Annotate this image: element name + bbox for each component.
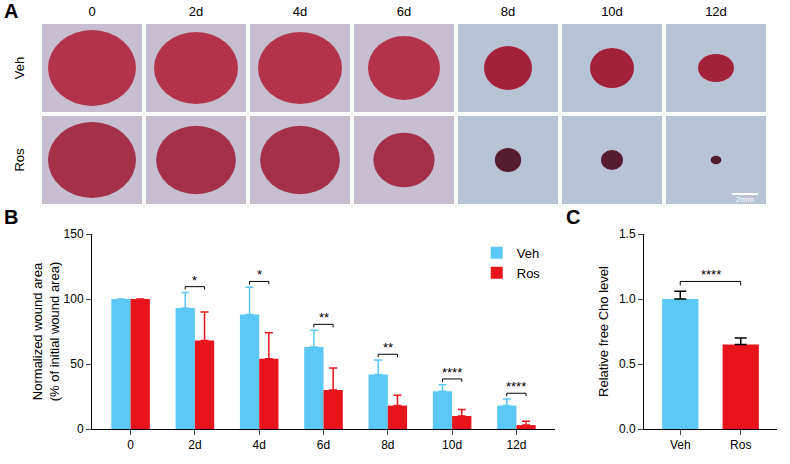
- svg-text:Ros: Ros: [730, 438, 751, 452]
- svg-text:4d: 4d: [253, 438, 266, 452]
- svg-text:4d: 4d: [293, 4, 307, 19]
- svg-text:0: 0: [127, 438, 134, 452]
- svg-text:**: **: [383, 340, 393, 355]
- svg-text:0.0: 0.0: [619, 422, 636, 436]
- svg-text:Veh: Veh: [670, 438, 691, 452]
- svg-text:12d: 12d: [506, 438, 526, 452]
- svg-text:Veh: Veh: [517, 246, 539, 261]
- svg-text:1.0: 1.0: [619, 292, 636, 306]
- svg-text:*: *: [257, 267, 262, 282]
- svg-text:6d: 6d: [317, 438, 330, 452]
- svg-text:8d: 8d: [381, 438, 394, 452]
- svg-text:****: ****: [442, 365, 462, 380]
- svg-text:2mm: 2mm: [736, 195, 754, 204]
- svg-text:100: 100: [64, 292, 84, 306]
- svg-text:150: 150: [64, 227, 84, 241]
- svg-text:0: 0: [88, 4, 95, 19]
- svg-text:0.5: 0.5: [619, 357, 636, 371]
- svg-text:2d: 2d: [188, 438, 201, 452]
- html-text:B: B: [4, 206, 19, 228]
- svg-text:6d: 6d: [397, 4, 411, 19]
- svg-text:12d: 12d: [705, 4, 727, 19]
- svg-text:8d: 8d: [501, 4, 515, 19]
- svg-text:0: 0: [77, 422, 84, 436]
- svg-text:Normalized wound area(% of ini: Normalized wound area(% of initial wound…: [30, 262, 62, 401]
- svg-text:Ros: Ros: [12, 148, 27, 172]
- svg-text:2d: 2d: [189, 4, 203, 19]
- svg-text:50: 50: [70, 357, 84, 371]
- svg-text:****: ****: [506, 379, 526, 394]
- svg-text:10d: 10d: [601, 4, 623, 19]
- svg-text:Ros: Ros: [517, 266, 541, 281]
- svg-text:Relative free Cho level: Relative free Cho level: [596, 266, 611, 397]
- html-text:A: A: [4, 0, 19, 22]
- svg-text:*: *: [192, 273, 197, 288]
- svg-text:1.5: 1.5: [619, 227, 636, 241]
- svg-text:10d: 10d: [442, 438, 462, 452]
- svg-text:**: **: [319, 310, 329, 325]
- html-text:C: C: [566, 206, 581, 228]
- svg-text:Veh: Veh: [12, 57, 27, 79]
- svg-text:****: ****: [701, 267, 721, 282]
